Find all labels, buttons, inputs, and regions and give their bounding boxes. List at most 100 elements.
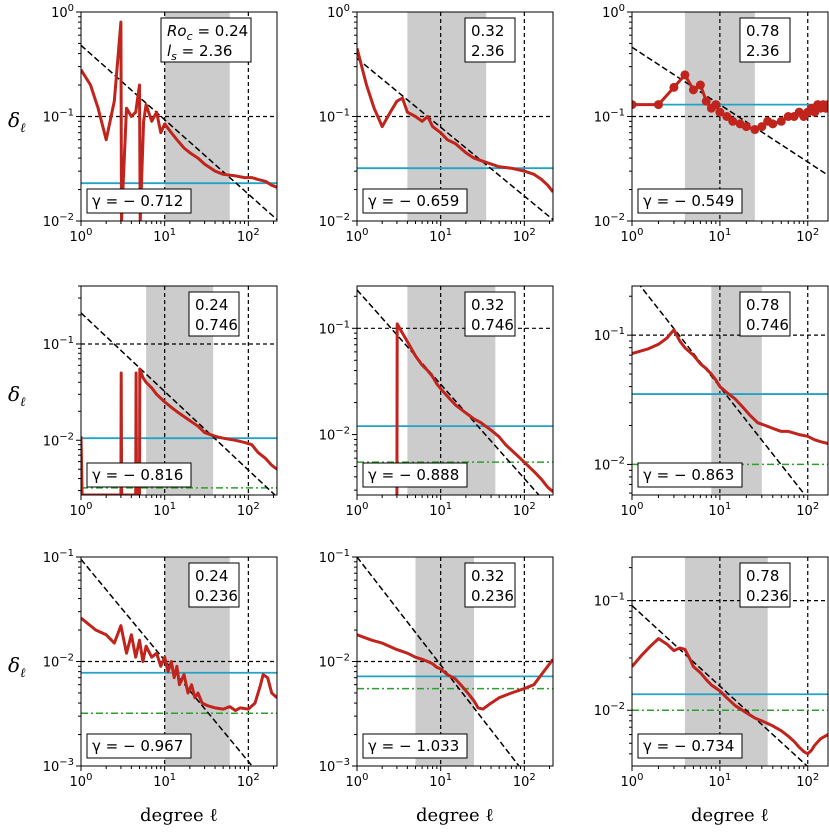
data-point: [768, 119, 778, 129]
y-tick-label: 10−2: [43, 212, 74, 230]
data-point: [728, 116, 738, 126]
y-tick-label: 100: [327, 3, 350, 21]
data-point: [757, 122, 767, 132]
axes-frame: [631, 285, 829, 496]
gamma-box-frame: [362, 462, 468, 488]
gamma-label: γ = − 0.863: [643, 466, 734, 484]
data-series: [81, 367, 277, 495]
y-tick-label: 10−1: [594, 592, 625, 610]
parameter-box: 0.78 0.746: [739, 291, 791, 337]
parameter-box: 0.78 0.236: [739, 562, 791, 608]
plot-area: [81, 557, 277, 766]
y-tick-label: 100: [602, 3, 625, 21]
x-tick-label: 100: [70, 501, 93, 519]
data-point: [715, 107, 725, 117]
data-series: [632, 328, 828, 446]
y-tick-label: 10−3: [43, 757, 74, 775]
gamma-box-frame: [86, 462, 192, 488]
y-axis-label: δℓ: [8, 382, 26, 410]
length-scale-value: 0.746: [746, 316, 789, 334]
rossby-value: 0.78: [746, 567, 779, 585]
gamma-box: γ = − 0.734: [637, 733, 743, 759]
length-scale-value: 0.236: [746, 587, 789, 605]
gamma-label: γ = − 0.816: [92, 466, 183, 484]
parameter-box-frame: [464, 562, 516, 608]
gamma-label: γ = − 0.967: [92, 737, 183, 755]
parameter-box-frame: [739, 562, 791, 608]
length-scale-label: ls = 2.36: [167, 42, 232, 63]
parameter-box-frame: [739, 291, 791, 337]
gamma-box-frame: [362, 188, 468, 214]
gamma-label: γ = − 0.734: [643, 737, 734, 755]
y-tick-label: 10−1: [594, 108, 625, 126]
axes-frame: [80, 285, 278, 496]
panel-1-0: 100 101 102 10−2 10−1 0.24 0.746 γ = − 0.816 δℓ: [8, 285, 278, 519]
data-point: [669, 82, 679, 92]
length-scale-value: 0.746: [195, 316, 238, 334]
axes-frame: [631, 556, 829, 767]
length-scale-value: 2.36: [746, 42, 779, 60]
length-scale-value: 2.36: [471, 42, 504, 60]
data-series: [632, 637, 828, 756]
panel-0-1: 100 101 102 10−2 10−1 100 0.32 2.36 γ = − 0.659: [319, 3, 554, 245]
y-tick-label: 10−2: [43, 431, 74, 449]
rossby-value: 0.32: [471, 296, 504, 314]
panel-0-2: 100 101 102 10−2 10−1 100 0.78 2.36 γ = − 0.549: [594, 3, 829, 245]
parameter-box-frame: [160, 17, 252, 63]
y-axis-label: δℓ: [8, 108, 26, 136]
x-axis-label: degree ℓ: [416, 805, 494, 826]
x-tick-label: 101: [708, 501, 731, 519]
rossby-value: 0.32: [471, 22, 504, 40]
panel-1-1: 100 101 102 10−2 10−1 0.32 0.746 γ = − 0.888: [319, 285, 554, 519]
data-point: [750, 125, 760, 135]
gamma-box: γ = − 0.863: [637, 462, 743, 488]
y-tick-label: 10−2: [319, 653, 350, 671]
y-tick-label: 10−1: [319, 548, 350, 566]
x-tick-label: 100: [621, 772, 644, 790]
x-tick-label: 102: [237, 227, 260, 245]
parameter-box-frame: [188, 291, 240, 337]
x-tick-label: 101: [429, 501, 452, 519]
y-tick-label: 100: [51, 3, 74, 21]
data-point: [695, 80, 705, 90]
axes-frame: [356, 285, 554, 496]
rossby-value: 0.24: [195, 567, 228, 585]
fit-line: [357, 289, 540, 495]
data-series: [395, 322, 553, 495]
panel-2-2: 100 101 102 10−2 10−1 0.78 0.236 γ = − 0.734 deg…: [594, 556, 829, 826]
y-tick-label: 10−1: [43, 548, 74, 566]
x-tick-label: 102: [513, 501, 536, 519]
rossby-value: 0.32: [471, 567, 504, 585]
x-tick-label: 101: [708, 227, 731, 245]
x-axis-label: degree ℓ: [140, 805, 218, 826]
parameter-box: 0.78 2.36: [739, 17, 791, 63]
gamma-label: γ = − 0.549: [643, 192, 734, 210]
x-tick-label: 101: [153, 501, 176, 519]
y-tick-label: 10−2: [43, 653, 74, 671]
x-tick-label: 101: [429, 772, 452, 790]
plot-area: [357, 557, 553, 766]
x-tick-label: 102: [796, 501, 819, 519]
parameter-box-frame: [464, 17, 516, 63]
x-tick-label: 101: [153, 227, 176, 245]
rossby-value: 0.78: [746, 22, 779, 40]
parameter-box: 0.32 0.236: [464, 562, 516, 608]
parameter-box-frame: [739, 17, 791, 63]
x-tick-label: 102: [237, 501, 260, 519]
gamma-box-frame: [362, 733, 468, 759]
gamma-box-frame: [86, 733, 192, 759]
panel-2-1: 100 101 102 10−3 10−2 10−1 0.32 0.236 γ = − 1.03…: [319, 548, 554, 826]
gamma-box: γ = − 0.967: [86, 733, 192, 759]
panel-2-0: 100 101 102 10−3 10−2 10−1 0.24 0.236 γ = − 0.96…: [8, 548, 278, 826]
x-tick-label: 102: [796, 772, 819, 790]
parameter-box: 0.24 0.746: [188, 291, 240, 337]
data-point: [680, 70, 690, 80]
y-tick-label: 10−3: [319, 757, 350, 775]
fit-line: [639, 286, 806, 495]
gamma-box: γ = − 1.033: [362, 733, 468, 759]
y-tick-label: 10−2: [319, 426, 350, 444]
parameter-box-frame: [188, 562, 240, 608]
gamma-label: γ = − 0.659: [368, 192, 459, 210]
gamma-box: γ = − 0.712: [86, 188, 192, 214]
